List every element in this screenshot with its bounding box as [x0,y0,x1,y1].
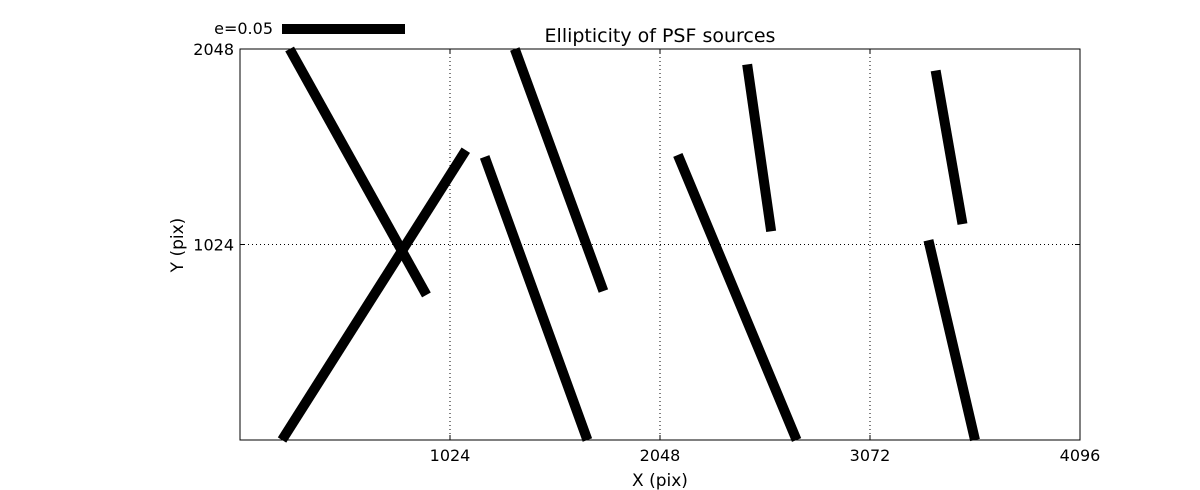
axis-ticks: 1024 2048 3072 4096 1024 2048 [193,40,1100,465]
ellipticity-segment [923,239,980,442]
x-tick-label: 2048 [640,446,681,465]
y-axis-label: Y (pix) [168,218,188,274]
y-tick-label: 2048 [193,40,234,59]
chart-title: Ellipticity of PSF sources [545,25,776,47]
ellipticity-segment [479,155,593,442]
x-tick-label: 3072 [850,446,891,465]
ellipticity-segment [510,47,609,293]
ellipticity-segment [277,147,471,443]
x-tick-label: 4096 [1060,446,1101,465]
ellipticity-segments [277,46,980,443]
ellipticity-segment [742,63,777,233]
x-tick-label: 1024 [430,446,471,465]
x-axis-label: X (pix) [632,471,688,490]
grid-lines [240,49,1081,440]
ellipticity-segment [930,69,968,225]
ellipticity-segment [673,153,802,442]
ellipticity-segment [285,46,431,298]
y-tick-label: 1024 [193,236,234,255]
legend-label: e=0.05 [214,19,273,38]
legend: e=0.05 [214,19,405,38]
